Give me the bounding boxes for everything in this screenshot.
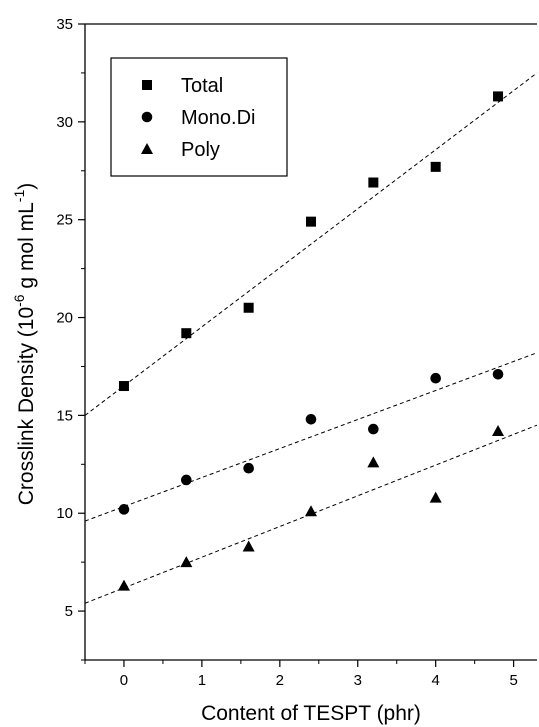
x-tick-label: 2 xyxy=(276,672,284,689)
y-tick-label: 15 xyxy=(56,407,73,424)
data-point-mono-di xyxy=(181,474,192,486)
legend-box xyxy=(110,57,288,177)
data-point-poly xyxy=(305,505,317,517)
trendline-total xyxy=(84,72,538,416)
data-point-poly xyxy=(429,491,442,503)
x-axis-title: Content of TESPT (phr) xyxy=(201,702,421,725)
y-tick-label: 25 xyxy=(56,212,73,229)
legend-label-mono-di: Mono.Di xyxy=(181,107,255,129)
x-tick-label: 3 xyxy=(354,672,362,689)
legend-label-poly: Poly xyxy=(181,139,220,161)
x-tick-label: 5 xyxy=(509,672,517,689)
y-axis-title-suffix: ) xyxy=(15,183,38,190)
data-point-mono-di xyxy=(368,423,379,435)
y-axis-title-prefix: Crosslink Density (10 xyxy=(15,307,38,505)
data-point-poly xyxy=(117,579,130,591)
y-tick-label: 20 xyxy=(56,310,73,327)
data-point-mono-di xyxy=(305,413,317,425)
data-point-mono-di xyxy=(492,368,504,380)
y-axis-title-exp2: -1 xyxy=(11,190,27,203)
y-axis-title-exp1: -6 xyxy=(11,294,27,307)
data-point-mono-di xyxy=(118,504,130,515)
legend-marker-mono-di xyxy=(141,111,153,123)
data-point-poly xyxy=(180,556,193,568)
x-tick-label: 4 xyxy=(432,672,440,689)
data-point-poly xyxy=(242,540,255,552)
y-tick-label: 35 xyxy=(56,16,73,33)
data-point-total xyxy=(118,381,129,392)
axes xyxy=(84,23,537,661)
data-point-total xyxy=(368,177,379,188)
trendline-group xyxy=(84,72,538,604)
y-tick-label: 5 xyxy=(65,603,73,620)
y-axis-title: Crosslink Density (10-6 g mol mL-1) xyxy=(11,183,38,506)
x-tick-label: 0 xyxy=(120,672,128,689)
y-axis-title-middle: g mol mL xyxy=(15,202,38,294)
trendline-poly xyxy=(84,424,538,604)
legend-marker-poly xyxy=(141,143,153,154)
data-point-group xyxy=(117,91,505,591)
data-point-total xyxy=(430,161,441,172)
data-point-poly xyxy=(492,425,505,437)
y-tick-label: 30 xyxy=(56,114,73,131)
trendline-mono-di xyxy=(84,352,538,522)
x-tick-label: 1 xyxy=(198,672,206,689)
data-point-total xyxy=(181,328,192,339)
data-point-total xyxy=(306,216,316,227)
data-point-total xyxy=(243,302,254,313)
legend-marker-total xyxy=(142,80,152,90)
y-tick-label: 10 xyxy=(56,505,73,522)
tick-group: 0 1 2 3 4 5 5 10 15 20 25 30 35 xyxy=(56,16,517,689)
legend: Total Mono.Di Poly xyxy=(110,57,288,177)
data-point-mono-di xyxy=(430,372,441,384)
data-point-mono-di xyxy=(243,462,254,474)
legend-label-total: Total xyxy=(181,75,223,97)
data-point-total xyxy=(493,91,504,102)
data-point-poly xyxy=(367,456,380,468)
